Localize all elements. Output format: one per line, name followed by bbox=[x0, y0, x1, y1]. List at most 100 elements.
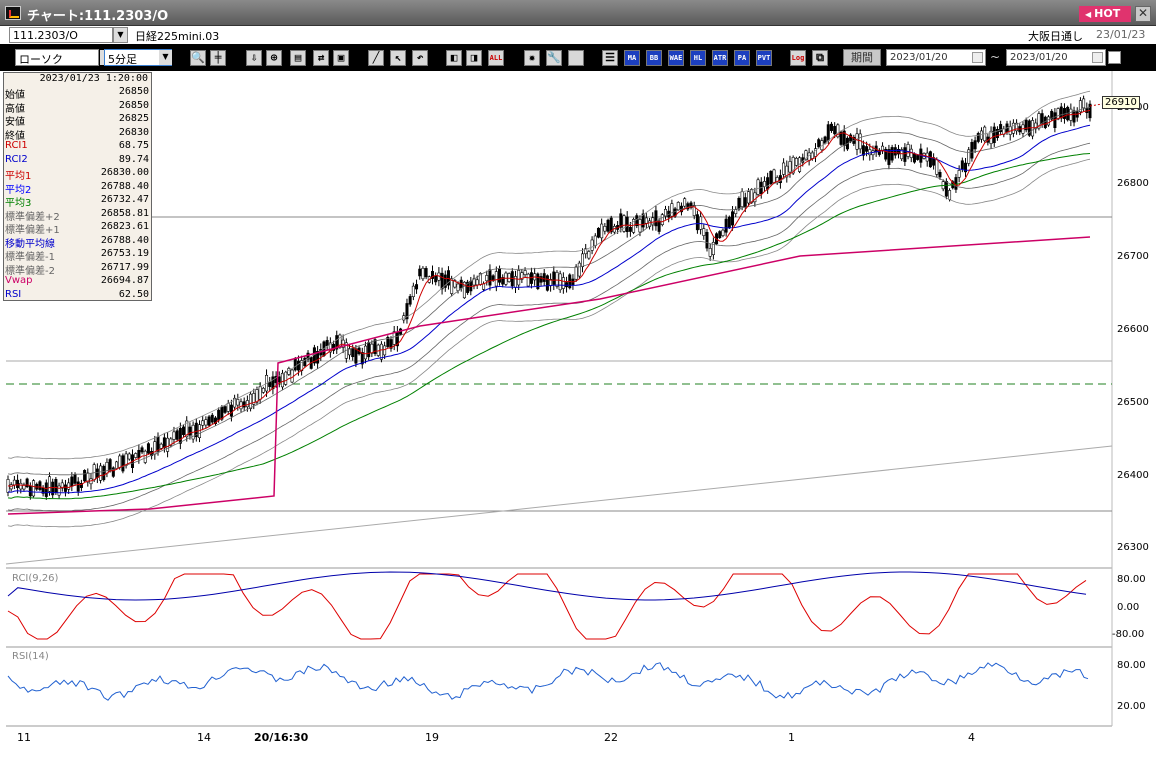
candle-body bbox=[462, 281, 466, 299]
chart-app-icon bbox=[5, 6, 21, 20]
candle-body bbox=[523, 270, 527, 275]
period-button[interactable]: 期間 bbox=[843, 49, 881, 66]
candle-body bbox=[552, 271, 556, 285]
undo-icon[interactable]: ↶ bbox=[412, 50, 428, 66]
data-row-value: 26753.19 bbox=[100, 248, 149, 259]
chart-icon[interactable]: ▤ bbox=[290, 50, 306, 66]
data-row-value: 89.74 bbox=[118, 153, 149, 165]
candle-body bbox=[424, 268, 428, 278]
candle-body bbox=[76, 481, 80, 492]
candle-body bbox=[466, 281, 470, 293]
candle-right-icon[interactable]: ◨ bbox=[466, 50, 482, 66]
candle-body bbox=[641, 213, 645, 228]
hl-button[interactable]: HL bbox=[690, 50, 706, 66]
candle-body bbox=[817, 139, 821, 148]
bb-button[interactable]: BB bbox=[646, 50, 662, 66]
list-icon[interactable]: ☰ bbox=[602, 50, 618, 66]
candle-body bbox=[280, 372, 284, 388]
candle-body bbox=[632, 219, 636, 233]
candle-body bbox=[354, 348, 358, 364]
candle-body bbox=[782, 162, 786, 175]
crosshair-icon[interactable]: ╪ bbox=[210, 50, 226, 66]
candle-body bbox=[622, 215, 626, 232]
calendar-icon[interactable] bbox=[972, 52, 983, 63]
candle-body bbox=[332, 343, 336, 351]
chart-type-select[interactable]: ローソク ▼ bbox=[15, 49, 114, 66]
data-row-label: 平均1 bbox=[5, 171, 32, 182]
data-row: Vwap 26694.87 bbox=[4, 275, 151, 288]
cursor-icon[interactable]: ↖ bbox=[390, 50, 406, 66]
wrench-icon[interactable]: 🔧 bbox=[546, 50, 562, 66]
disabled-tool-icon[interactable]: ▣ bbox=[333, 50, 349, 66]
calendar-icon[interactable] bbox=[1092, 52, 1103, 63]
candle-body bbox=[1047, 116, 1051, 126]
candle-body bbox=[849, 134, 853, 142]
candle-body bbox=[456, 283, 460, 292]
data-row-value: 26825 bbox=[118, 113, 149, 124]
candle-body bbox=[517, 269, 521, 286]
candle-body bbox=[405, 303, 409, 320]
candle-body bbox=[156, 436, 160, 452]
candle-body bbox=[855, 133, 859, 150]
candle-body bbox=[421, 267, 425, 280]
date-to-input[interactable]: 2023/01/20 bbox=[1006, 49, 1106, 66]
data-row-label: 終値 bbox=[5, 130, 25, 142]
candle-body bbox=[440, 272, 444, 290]
pa-button[interactable]: PA bbox=[734, 50, 750, 66]
candle-body bbox=[829, 123, 833, 131]
swap-icon[interactable]: ⇄ bbox=[313, 50, 329, 66]
data-row-label: 標準偏差-2 bbox=[5, 265, 55, 277]
period-checkbox[interactable] bbox=[1108, 51, 1121, 64]
candle-body bbox=[73, 474, 77, 484]
candle-body bbox=[258, 386, 262, 400]
draw-line-icon[interactable]: ╱ bbox=[368, 50, 384, 66]
candle-body bbox=[290, 369, 294, 383]
ma-button[interactable]: MA bbox=[624, 50, 640, 66]
pvt-button[interactable]: PVT bbox=[756, 50, 772, 66]
candle-body bbox=[881, 145, 885, 151]
zoom-icon[interactable]: 🔍 bbox=[190, 50, 206, 66]
date-from-input[interactable]: 2023/01/20 bbox=[886, 49, 986, 66]
symbol-dropdown-button[interactable]: ▼ bbox=[113, 27, 128, 43]
candle-body bbox=[912, 153, 916, 163]
candle-body bbox=[252, 393, 256, 405]
atr-button[interactable]: ATR bbox=[712, 50, 728, 66]
color-palette-icon[interactable] bbox=[568, 50, 584, 66]
candle-body bbox=[111, 467, 115, 477]
price-axis-label: 26700 bbox=[1117, 251, 1149, 262]
candle-body bbox=[545, 275, 549, 291]
trend-line bbox=[5, 445, 1113, 565]
interval-select[interactable]: 5分足 ▼ bbox=[104, 49, 172, 66]
download-icon[interactable]: ⇩ bbox=[246, 50, 262, 66]
chart-area[interactable]: 26900 26800 26700 26600 26500 26400 2630… bbox=[0, 71, 1156, 760]
magnify-chart-icon[interactable]: ⊕ bbox=[266, 50, 282, 66]
wae-button[interactable]: WAE bbox=[668, 50, 684, 66]
all-button[interactable]: ALL bbox=[488, 50, 504, 66]
candle-body bbox=[236, 399, 240, 406]
bollinger-band-2 bbox=[7, 158, 1091, 528]
hot-button[interactable]: ◀ HOT bbox=[1079, 6, 1131, 22]
date-axis-label: 4 bbox=[968, 731, 975, 744]
candle-body bbox=[229, 404, 233, 417]
candle-body bbox=[182, 426, 186, 435]
chevron-down-icon[interactable]: ▼ bbox=[159, 50, 172, 65]
data-row: 標準偏差-2 26717.99 bbox=[4, 262, 151, 277]
candle-left-icon[interactable]: ◧ bbox=[446, 50, 462, 66]
candle-body bbox=[890, 147, 894, 161]
log-button[interactable]: Log bbox=[790, 50, 806, 66]
candle-body bbox=[51, 481, 55, 496]
candle-body bbox=[762, 181, 766, 187]
candle-body bbox=[389, 339, 393, 349]
candle-body bbox=[239, 401, 243, 410]
current-price-marker bbox=[1089, 103, 1103, 107]
price-chart[interactable] bbox=[0, 71, 1156, 760]
data-row: RCI2 89.74 bbox=[4, 154, 151, 167]
candle-body bbox=[134, 453, 138, 458]
symbol-input[interactable]: 111.2303/O bbox=[9, 27, 113, 43]
data-row: 標準偏差+2 26858.81 bbox=[4, 208, 151, 223]
gear-icon[interactable]: ✹ bbox=[524, 50, 540, 66]
candle-body bbox=[63, 484, 67, 492]
export-icon[interactable]: ⧉ bbox=[812, 50, 828, 66]
candle-body bbox=[159, 443, 163, 449]
close-button[interactable]: ✕ bbox=[1135, 6, 1151, 22]
